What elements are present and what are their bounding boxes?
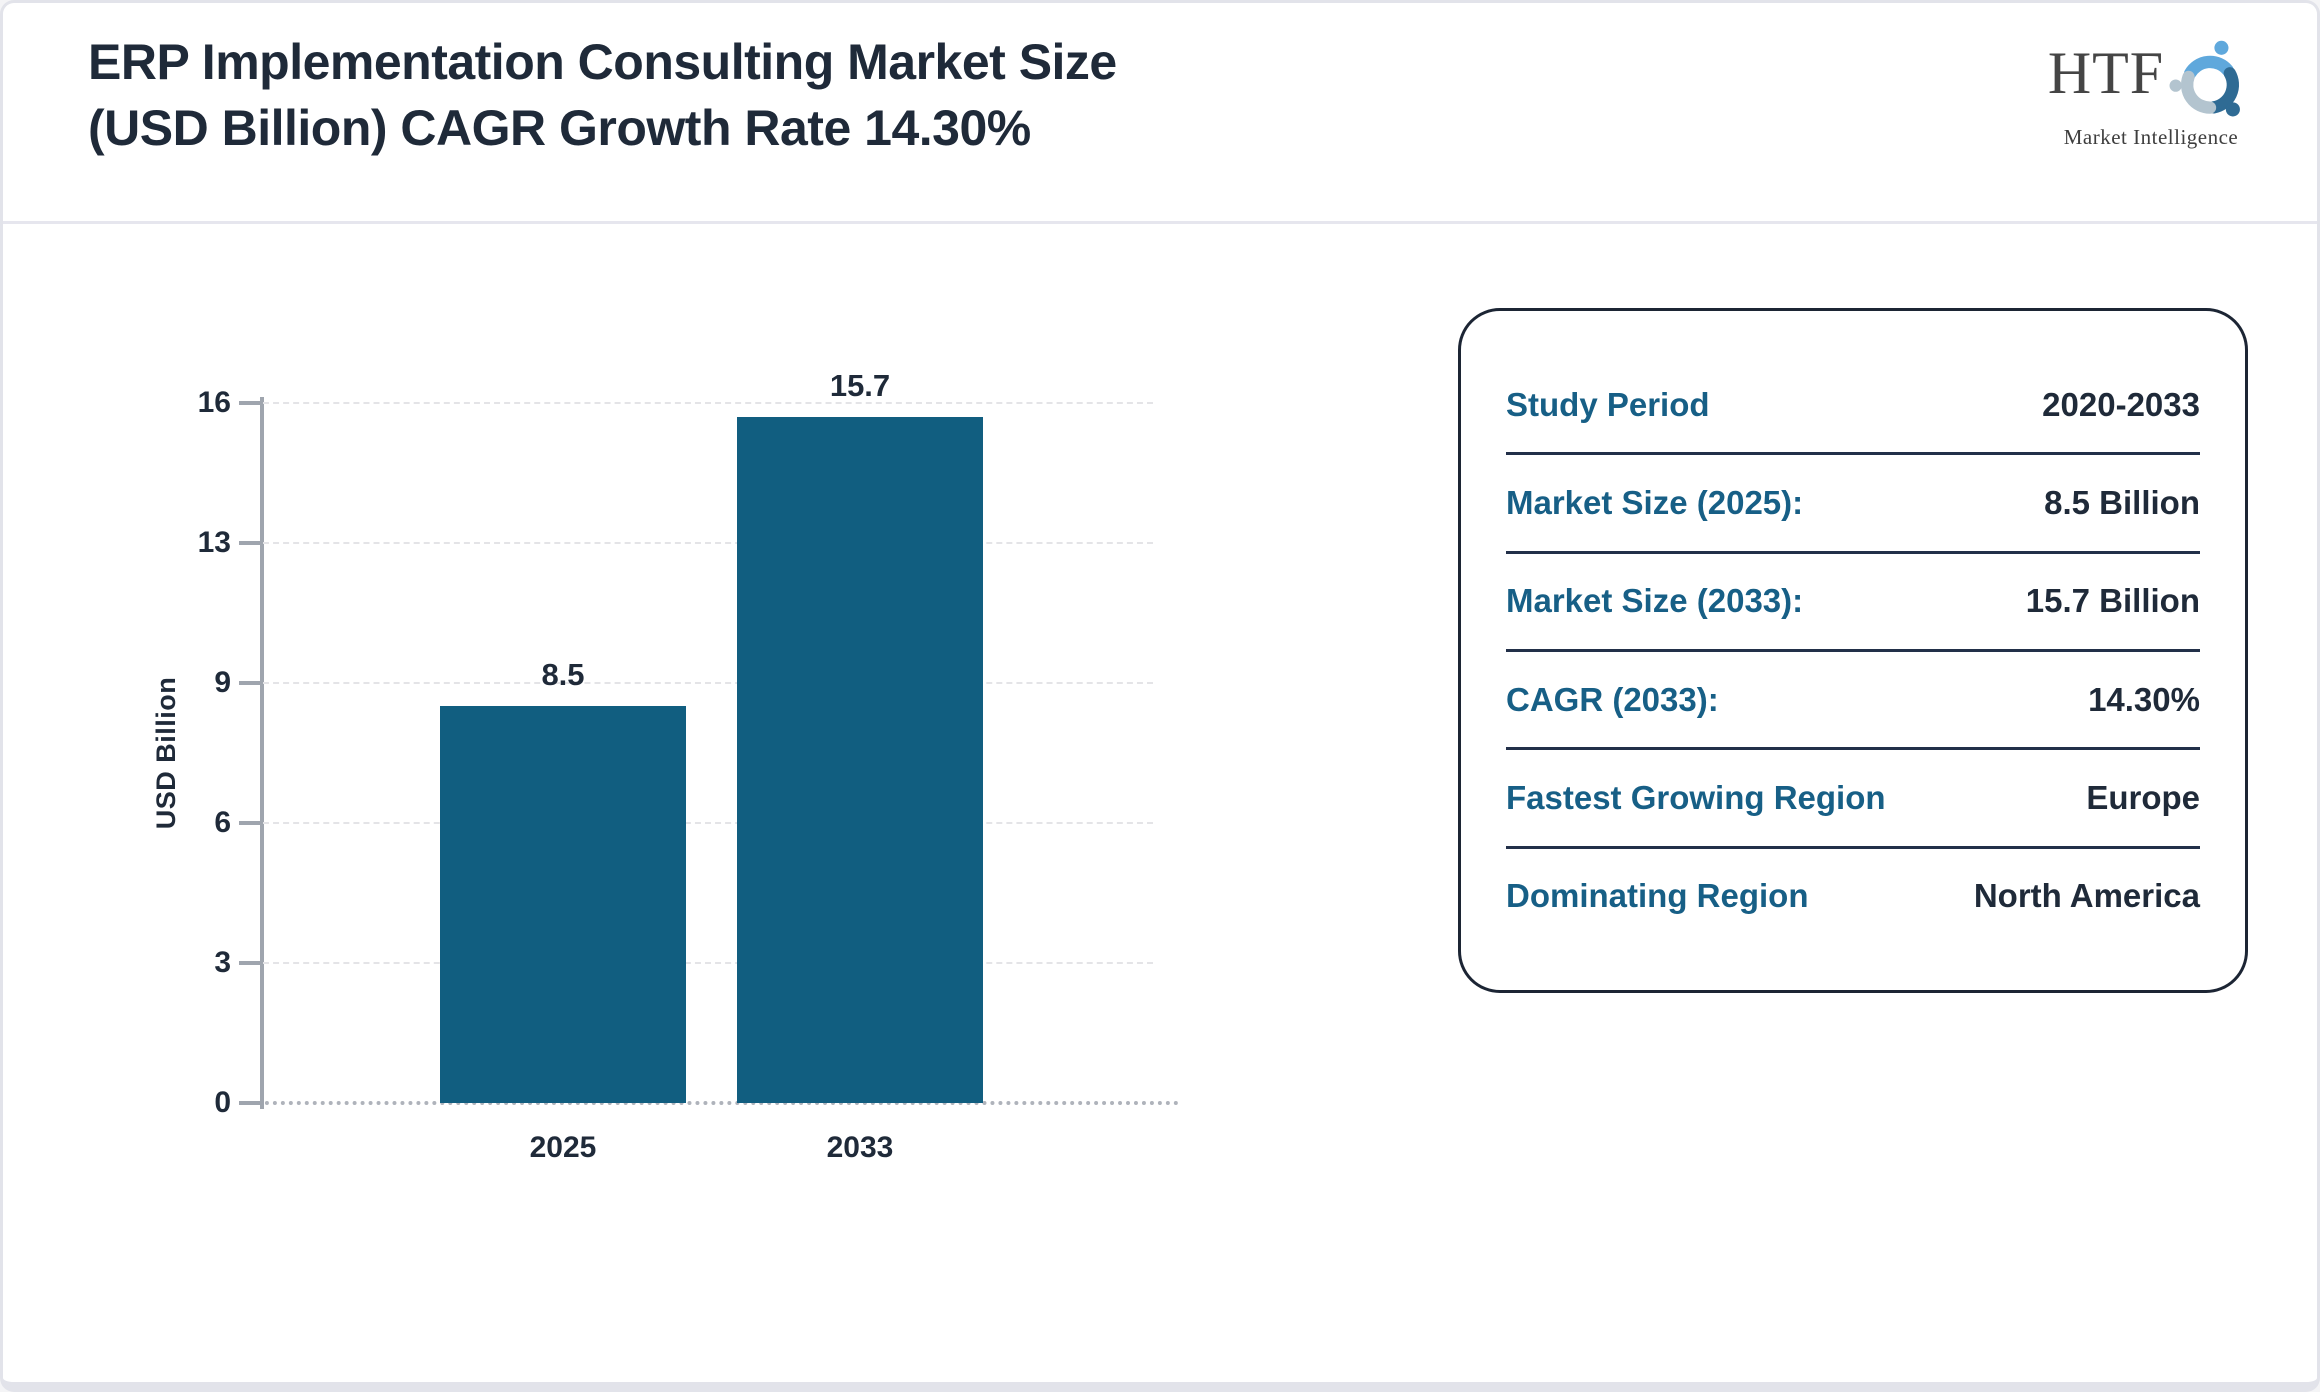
info-row-dominating-region: Dominating Region North America — [1506, 849, 2200, 944]
bar-2033 — [737, 417, 983, 1103]
y-tick-mark-16 — [239, 401, 261, 405]
y-tick-mark-13 — [239, 541, 261, 545]
info-label: Market Size (2025): — [1506, 483, 1804, 521]
info-value: North America — [1973, 877, 2200, 915]
info-row-market-size-2033: Market Size (2033): 15.7 Billion — [1506, 554, 2200, 652]
market-summary-panel: Study Period 2020-2033 Market Size (2025… — [1458, 308, 2248, 993]
bar-value-2025: 8.5 — [541, 657, 585, 692]
gridline-16 — [263, 402, 1153, 404]
info-row-cagr: CAGR (2033): 14.30% — [1506, 652, 2200, 751]
y-tick-label-9: 9 — [214, 666, 231, 699]
gridline-9 — [263, 682, 1153, 684]
gridline-3 — [263, 962, 1153, 964]
bar-value-2033: 15.7 — [829, 368, 891, 403]
info-row-study-period: Study Period 2020-2033 — [1506, 357, 2200, 456]
page-title: ERP Implementation Consulting Market Siz… — [88, 29, 1117, 161]
info-row-market-size-2025: Market Size (2025): 8.5 Billion — [1506, 455, 2200, 554]
y-axis-title: USD Billion — [151, 676, 181, 830]
info-value: 2020-2033 — [2042, 385, 2200, 423]
y-tick-label-16: 16 — [197, 386, 231, 419]
info-label: Dominating Region — [1506, 877, 1809, 915]
info-value: 15.7 Billion — [2025, 582, 2200, 620]
market-size-bar-chart: 0 3 6 9 13 16 8.5 2025 15.7 2033 — [198, 369, 1179, 1164]
zero-baseline — [241, 1101, 1179, 1105]
y-tick-mark-3 — [239, 961, 261, 965]
info-row-fastest-growing-region: Fastest Growing Region Europe — [1506, 750, 2200, 849]
y-tick-label-13: 13 — [197, 526, 231, 559]
x-tick-label-2033: 2033 — [826, 1131, 894, 1164]
y-tick-label-6: 6 — [214, 806, 231, 839]
header-divider — [3, 221, 2317, 224]
htf-swirl-people-icon — [2169, 40, 2241, 117]
y-tick-mark-6 — [239, 821, 261, 825]
y-axis-line — [260, 397, 264, 1109]
header: ERP Implementation Consulting Market Siz… — [3, 3, 2317, 221]
gridline-6 — [263, 822, 1153, 824]
y-tick-mark-9 — [239, 681, 261, 685]
info-label: Study Period — [1506, 385, 1710, 423]
htf-logo-text: HTF — [2047, 40, 2165, 106]
htf-logo-row: HTF — [2048, 37, 2254, 127]
info-value: 14.30% — [2088, 680, 2200, 718]
page-title-line2: (USD Billion) CAGR Growth Rate 14.30% — [88, 100, 1031, 156]
info-value: 8.5 Billion — [2044, 483, 2200, 521]
info-label: Market Size (2033): — [1506, 582, 1804, 620]
info-label: CAGR (2033): — [1506, 680, 1719, 718]
page-title-line1: ERP Implementation Consulting Market Siz… — [88, 34, 1117, 90]
y-tick-mark-0 — [239, 1101, 261, 1105]
x-tick-label-2025: 2025 — [529, 1131, 597, 1164]
info-label: Fastest Growing Region — [1506, 778, 1886, 816]
gridline-13 — [263, 542, 1153, 544]
bar-2025 — [440, 706, 686, 1103]
y-tick-label-0: 0 — [214, 1086, 231, 1119]
htf-logo-tagline: Market Intelligence — [2063, 125, 2239, 149]
htf-logo: HTF Market Intelligence — [2048, 37, 2254, 150]
info-value: Europe — [2086, 778, 2200, 816]
y-tick-label-3: 3 — [214, 946, 231, 979]
